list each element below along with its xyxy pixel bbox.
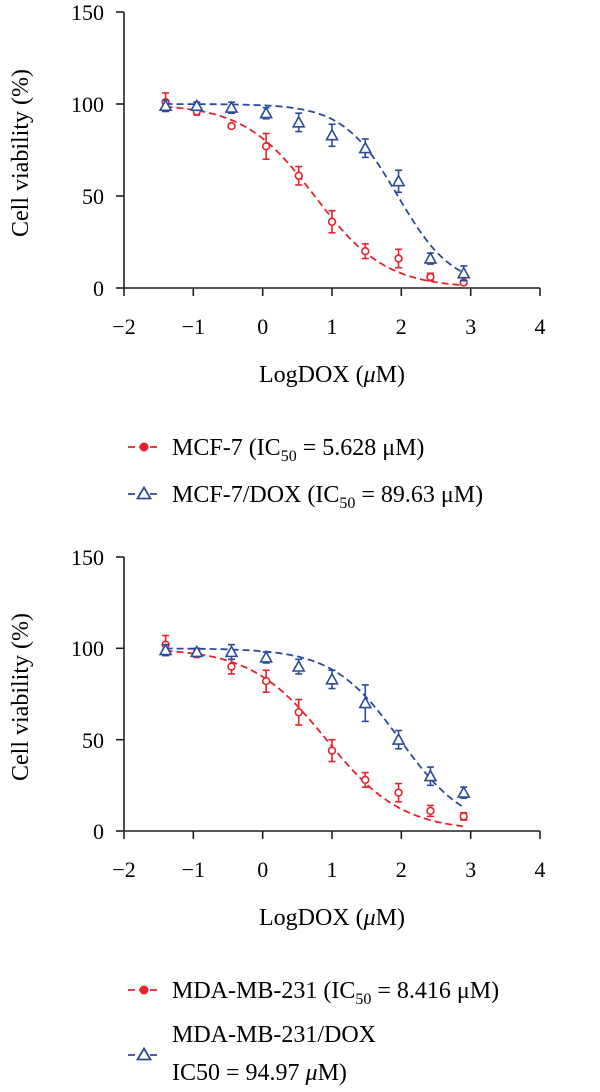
fit-curve-0 — [165, 105, 464, 287]
data-point-circle — [361, 775, 370, 785]
data-point-circle — [294, 708, 303, 717]
data-point-triangle — [189, 98, 204, 112]
x-tick-label: 3 — [465, 857, 476, 882]
legend-label: MDA-MB-231 (IC50 = 8.416 μM) — [172, 978, 499, 1008]
y-tick-label: 50 — [82, 728, 104, 753]
y-tick-label: 0 — [93, 276, 104, 301]
data-point-triangle — [158, 98, 173, 112]
x-tick-label: 4 — [535, 314, 546, 339]
x-tick-label: 1 — [327, 857, 338, 882]
legend-item-mda-mb-231: MDA-MB-231 (IC50 = 8.416 μM) — [128, 978, 499, 1008]
y-tick-label: 100 — [71, 636, 104, 661]
x-tick-label: −1 — [182, 857, 205, 882]
legend-marker-circle — [139, 442, 149, 452]
fit-curve-0 — [165, 649, 464, 828]
legend-item-mda-mb-231-dox: MDA-MB-231/DOX IC50 = 94.97 μM) — [128, 1022, 376, 1086]
x-tick-label: 2 — [396, 314, 407, 339]
legend-label: MCF-7/DOX (IC50 = 89.63 μM) — [172, 482, 483, 512]
data-point-triangle — [224, 100, 239, 113]
data-point-triangle — [456, 266, 471, 279]
chart-panel-2: 150 100 50 0 −2 −1 0 1 2 3 4 Cell viabil… — [8, 545, 546, 931]
legend-marker-circle — [139, 985, 149, 995]
legend-marker-triangle — [135, 1046, 153, 1061]
data-point-triangle — [158, 643, 173, 656]
data-point-triangle — [423, 251, 438, 264]
x-tick-label: 4 — [535, 857, 546, 882]
legend-marker-triangle — [135, 485, 153, 500]
legend-item-mcf7: MCF-7 (IC50 = 5.628 μM) — [128, 435, 424, 465]
x-tick-label: −2 — [112, 314, 135, 339]
x-tick-label: 0 — [257, 857, 268, 882]
data-point-circle — [327, 217, 337, 226]
data-point-triangle — [259, 106, 273, 119]
data-point-triangle — [325, 128, 339, 141]
x-tick-label: 1 — [327, 314, 338, 339]
legend-item-mcf7-dox: MCF-7/DOX (IC50 = 89.63 μM) — [128, 482, 483, 512]
x-tick-marks — [123, 288, 541, 296]
data-point-triangle — [259, 650, 273, 663]
legend-panel-2: MDA-MB-231 (IC50 = 8.416 μM) MDA-MB-231/… — [128, 978, 499, 1086]
fit-curve-1 — [165, 647, 465, 809]
data-point-triangle — [358, 695, 373, 709]
data-point-triangle — [391, 174, 406, 187]
data-point-triangle — [224, 644, 239, 658]
y-tick-marks — [116, 556, 124, 832]
data-point-circle — [294, 171, 303, 180]
x-tick-label: 2 — [396, 857, 407, 882]
data-point-circle — [459, 812, 468, 821]
legend-label-line-1: MDA-MB-231/DOX — [172, 1022, 376, 1048]
x-tick-label: 0 — [257, 314, 268, 339]
y-tick-label: 0 — [93, 819, 104, 844]
y-tick-label: 50 — [82, 184, 104, 209]
plot-area — [158, 92, 471, 287]
legend-panel-1: MCF-7 (IC50 = 5.628 μM) MCF-7/DOX (IC50 … — [128, 435, 483, 512]
data-point-circle — [261, 677, 271, 686]
data-point-triangle — [291, 115, 306, 128]
data-point-triangle — [291, 659, 306, 672]
x-tick-label: −2 — [112, 857, 135, 882]
data-point-circle — [227, 662, 236, 671]
data-point-triangle — [423, 769, 438, 782]
fit-curve-1 — [165, 103, 465, 274]
data-point-circle — [361, 247, 370, 256]
chart-panel-1: 150 100 50 0 −2 −1 0 1 2 3 4 Cell viabil… — [8, 0, 546, 388]
y-tick-label: 100 — [71, 92, 104, 117]
data-point-circle — [327, 746, 337, 755]
data-point-circle — [261, 142, 271, 151]
y-tick-marks — [116, 11, 124, 289]
x-axis-label: LogDOX (μM) — [259, 362, 405, 388]
y-axis-label: Cell viability (%) — [8, 613, 34, 781]
data-point-circle — [426, 272, 435, 282]
data-point-circle — [394, 788, 403, 797]
data-point-triangle — [358, 141, 373, 154]
x-tick-marks — [123, 831, 541, 839]
data-point-circle — [426, 806, 435, 816]
data-point-triangle — [325, 672, 339, 685]
legend-label-line-2: IC50 = 94.97 μM) — [172, 1060, 347, 1086]
x-tick-label: −1 — [182, 314, 205, 339]
data-point-triangle — [391, 732, 406, 745]
x-tick-label: 3 — [465, 314, 476, 339]
data-point-triangle — [456, 785, 471, 798]
data-point-triangle — [189, 644, 204, 658]
data-point-circle — [227, 121, 236, 131]
legend-label: MCF-7 (IC50 = 5.628 μM) — [172, 435, 424, 465]
y-tick-label: 150 — [71, 545, 104, 570]
x-axis-label: LogDOX (μM) — [259, 905, 405, 931]
y-tick-label: 150 — [71, 0, 104, 25]
y-axis-label: Cell viability (%) — [8, 69, 34, 237]
data-point-circle — [394, 254, 403, 263]
plot-area — [158, 634, 471, 828]
